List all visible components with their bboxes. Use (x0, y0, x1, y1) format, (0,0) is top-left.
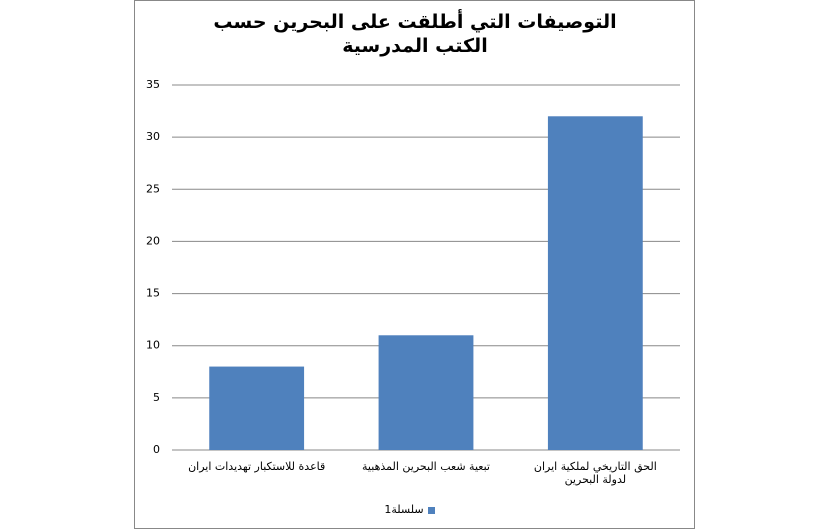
x-tick-label: تبعية شعب البحرين المذهبية (362, 460, 490, 473)
legend-swatch (427, 506, 435, 514)
chart-title: التوصيفات التي أطلقت على البحرين حسب الك… (213, 11, 617, 57)
y-tick-label: 15 (146, 287, 160, 300)
y-tick-label: 10 (146, 339, 160, 352)
legend-item: سلسلة1 (384, 503, 435, 516)
y-tick-label: 0 (153, 443, 160, 456)
y-tick-label: 30 (146, 130, 160, 143)
x-tick-label: قاعدة للاستكبار تهديدات ايران (188, 460, 326, 473)
y-tick-label: 5 (153, 391, 160, 404)
y-tick-label: 35 (146, 78, 160, 91)
bar (378, 335, 474, 450)
bar (209, 366, 305, 450)
x-tick-label: الحق التاريخي لملكية ايران لدولة البحرين (533, 460, 657, 486)
y-tick-label: 20 (146, 234, 160, 247)
legend-label: سلسلة1 (384, 503, 424, 516)
bar (547, 116, 643, 451)
y-tick-label: 25 (146, 182, 160, 195)
legend: سلسلة1 (0, 503, 819, 516)
